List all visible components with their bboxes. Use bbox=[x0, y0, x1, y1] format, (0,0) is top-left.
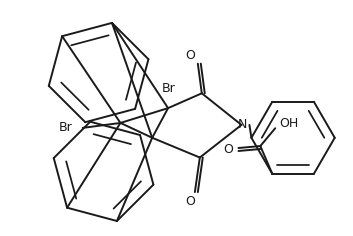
Text: OH: OH bbox=[279, 117, 298, 130]
Text: O: O bbox=[185, 195, 195, 208]
Text: O: O bbox=[224, 143, 234, 156]
Text: N: N bbox=[238, 118, 247, 131]
Text: Br: Br bbox=[162, 82, 176, 95]
Text: Br: Br bbox=[59, 121, 73, 134]
Text: O: O bbox=[185, 49, 195, 62]
